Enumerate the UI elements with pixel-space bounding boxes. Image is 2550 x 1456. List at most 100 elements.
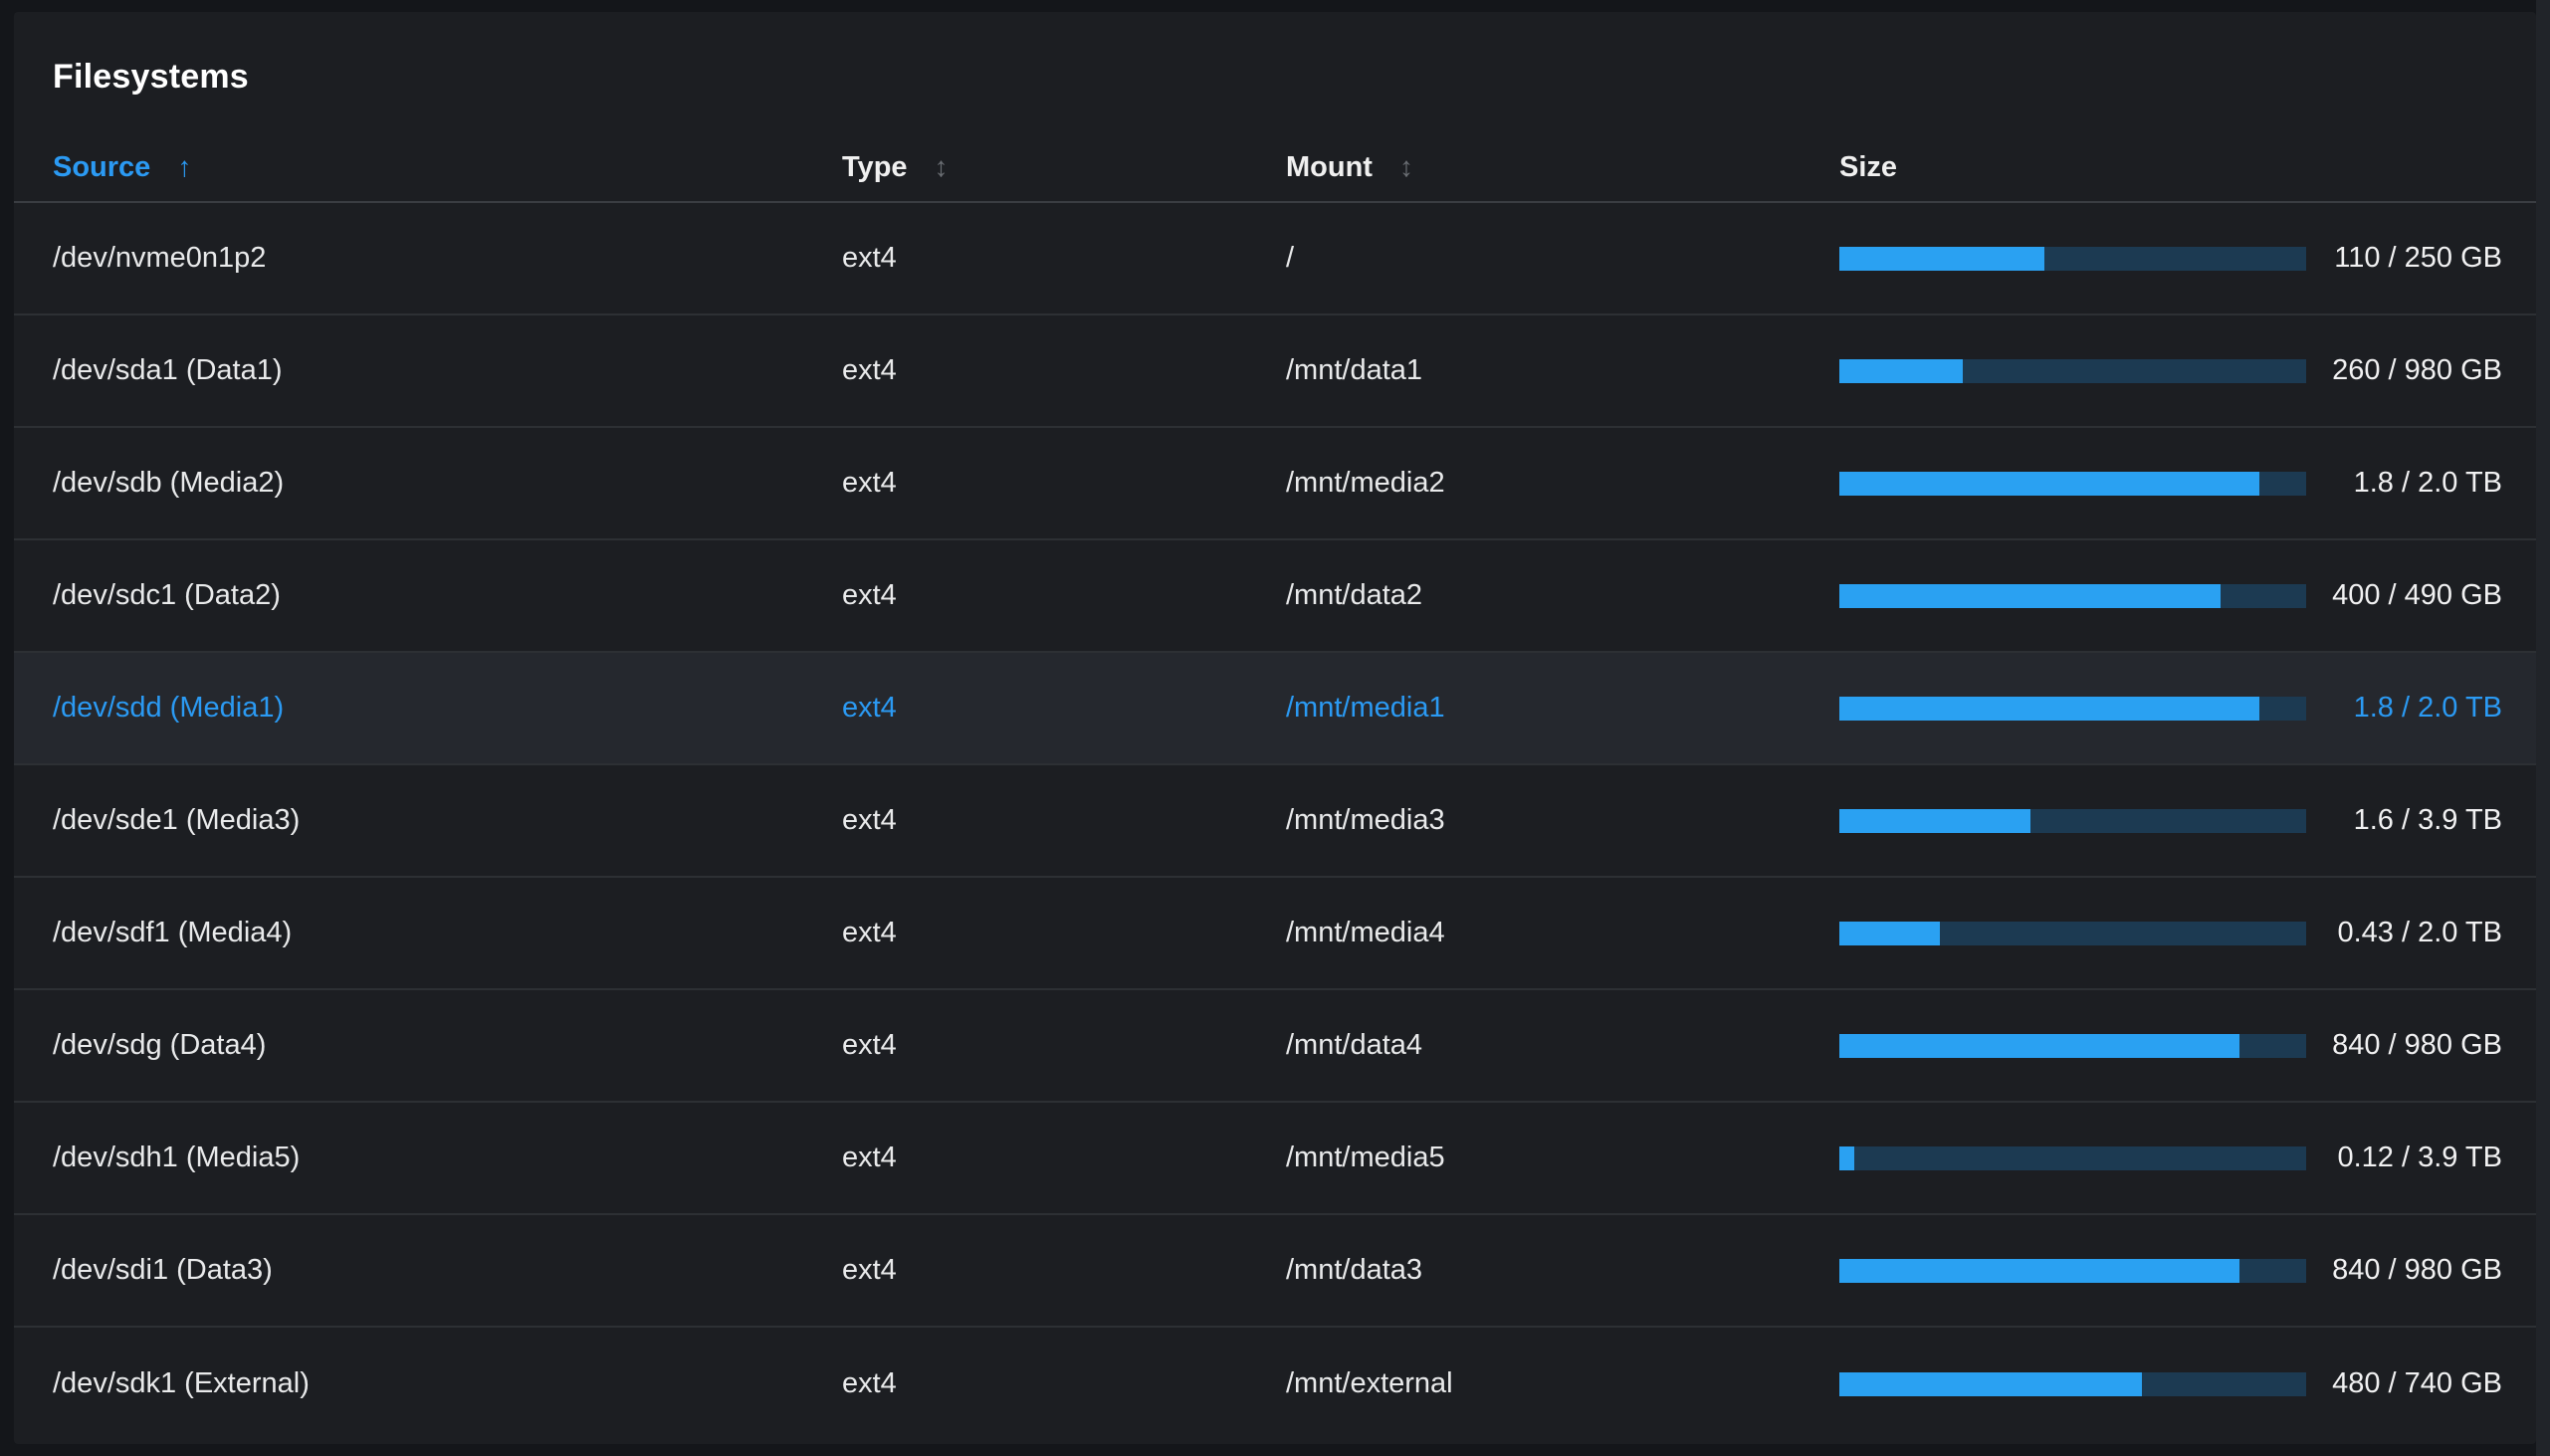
cell-mount: /mnt/media1 <box>1286 692 1445 724</box>
cell-size: 840 / 980 GB <box>1839 1029 2502 1062</box>
table-row[interactable]: /dev/sde1 (Media3) ext4 /mnt/media3 1.6 … <box>14 765 2536 878</box>
table-row[interactable]: /dev/nvme0n1p2 ext4 / 110 / 250 GB <box>14 203 2536 315</box>
size-label: 110 / 250 GB <box>2334 242 2502 274</box>
size-label: 840 / 980 GB <box>2332 1029 2502 1061</box>
usage-bar-fill <box>1839 471 2260 496</box>
usage-bar-fill <box>1839 1371 2143 1396</box>
cell-mount: /mnt/external <box>1286 1367 1453 1399</box>
usage-bar <box>1839 1371 2306 1396</box>
size-label: 480 / 740 GB <box>2332 1367 2502 1399</box>
cell-type: ext4 <box>842 692 897 724</box>
column-header-type[interactable]: Type ↕ <box>842 151 1286 184</box>
usage-bar-fill <box>1839 696 2260 721</box>
table-row[interactable]: /dev/sdi1 (Data3) ext4 /mnt/data3 840 / … <box>14 1215 2536 1328</box>
page-title: Filesystems <box>53 58 249 96</box>
cell-source: /dev/sdc1 (Data2) <box>53 579 281 611</box>
cell-mount: /mnt/media4 <box>1286 917 1445 948</box>
cell-type: ext4 <box>842 1367 897 1399</box>
usage-bar <box>1839 471 2306 496</box>
table-row[interactable]: /dev/sdb (Media2) ext4 /mnt/media2 1.8 /… <box>14 428 2536 540</box>
table-row[interactable]: /dev/sdd (Media1) ext4 /mnt/media1 1.8 /… <box>14 653 2536 765</box>
cell-size: 110 / 250 GB <box>1839 242 2502 275</box>
table-row[interactable]: /dev/sdf1 (Media4) ext4 /mnt/media4 0.43… <box>14 878 2536 990</box>
cell-mount: /mnt/media5 <box>1286 1142 1445 1173</box>
usage-bar <box>1839 1033 2306 1058</box>
usage-bar <box>1839 696 2306 721</box>
sort-both-icon: ↕ <box>934 151 949 182</box>
cell-source: /dev/sdh1 (Media5) <box>53 1142 301 1173</box>
column-header-source-label: Source <box>53 150 151 183</box>
usage-bar-fill <box>1839 808 2031 833</box>
cell-type: ext4 <box>842 467 897 499</box>
cell-size: 1.8 / 2.0 TB <box>1839 467 2502 500</box>
column-header-size: Size <box>1839 151 2502 184</box>
cell-mount: /mnt/media2 <box>1286 467 1445 499</box>
cell-mount: / <box>1286 242 1295 274</box>
cell-type: ext4 <box>842 1254 897 1286</box>
cell-mount: /mnt/data2 <box>1286 579 1423 611</box>
cell-source: /dev/sdf1 (Media4) <box>53 917 293 948</box>
cell-type: ext4 <box>842 354 897 386</box>
cell-source: /dev/sdg (Data4) <box>53 1029 267 1061</box>
usage-bar <box>1839 1145 2306 1170</box>
cell-size: 840 / 980 GB <box>1839 1254 2502 1287</box>
cell-source: /dev/sde1 (Media3) <box>53 804 301 836</box>
cell-type: ext4 <box>842 242 897 274</box>
column-header-mount[interactable]: Mount ↕ <box>1286 151 1839 184</box>
cell-source: /dev/sdi1 (Data3) <box>53 1254 273 1286</box>
usage-bar-fill <box>1839 1145 1854 1170</box>
column-header-mount-label: Mount <box>1286 150 1373 183</box>
cell-source: /dev/sdb (Media2) <box>53 467 285 499</box>
usage-bar <box>1839 1258 2306 1283</box>
usage-bar <box>1839 583 2306 608</box>
cell-size: 1.8 / 2.0 TB <box>1839 692 2502 725</box>
size-label: 0.12 / 3.9 TB <box>2337 1142 2502 1173</box>
cell-size: 400 / 490 GB <box>1839 579 2502 612</box>
cell-type: ext4 <box>842 1029 897 1061</box>
size-label: 260 / 980 GB <box>2332 354 2502 386</box>
cell-type: ext4 <box>842 1142 897 1173</box>
cell-mount: /mnt/data1 <box>1286 354 1423 386</box>
column-header-size-label: Size <box>1839 150 1898 183</box>
cell-mount: /mnt/data4 <box>1286 1029 1423 1061</box>
table-row[interactable]: /dev/sdc1 (Data2) ext4 /mnt/data2 400 / … <box>14 540 2536 653</box>
filesystems-card: Filesystems Source ↑ Type ↕ Mount ↕ Size… <box>14 12 2536 1444</box>
table-row[interactable]: /dev/sda1 (Data1) ext4 /mnt/data1 260 / … <box>14 315 2536 428</box>
usage-bar-fill <box>1839 921 1940 945</box>
usage-bar <box>1839 808 2306 833</box>
cell-type: ext4 <box>842 804 897 836</box>
cell-source: /dev/sdk1 (External) <box>53 1367 310 1399</box>
sort-both-icon: ↕ <box>1398 151 1413 182</box>
table-row[interactable]: /dev/sdk1 (External) ext4 /mnt/external … <box>14 1328 2536 1440</box>
cell-size: 480 / 740 GB <box>1839 1367 2502 1400</box>
usage-bar <box>1839 921 2306 945</box>
sort-ascending-icon: ↑ <box>177 151 192 182</box>
usage-bar <box>1839 358 2306 383</box>
table-row[interactable]: /dev/sdg (Data4) ext4 /mnt/data4 840 / 9… <box>14 990 2536 1103</box>
cell-mount: /mnt/data3 <box>1286 1254 1423 1286</box>
cell-size: 0.43 / 2.0 TB <box>1839 917 2502 949</box>
cell-type: ext4 <box>842 917 897 948</box>
usage-bar-fill <box>1839 583 2221 608</box>
size-label: 1.6 / 3.9 TB <box>2353 804 2502 836</box>
table-header-row: Source ↑ Type ↕ Mount ↕ Size <box>14 133 2536 203</box>
table-body: /dev/nvme0n1p2 ext4 / 110 / 250 GB /dev/… <box>14 203 2536 1440</box>
cell-size: 260 / 980 GB <box>1839 354 2502 387</box>
cell-source: /dev/nvme0n1p2 <box>53 242 267 274</box>
size-label: 1.8 / 2.0 TB <box>2353 692 2502 724</box>
cell-source: /dev/sdd (Media1) <box>53 692 285 724</box>
cell-source: /dev/sda1 (Data1) <box>53 354 283 386</box>
size-label: 0.43 / 2.0 TB <box>2337 917 2502 948</box>
cell-size: 0.12 / 3.9 TB <box>1839 1142 2502 1174</box>
column-header-type-label: Type <box>842 150 908 183</box>
usage-bar-fill <box>1839 246 2045 271</box>
usage-bar-fill <box>1839 358 1964 383</box>
size-label: 1.8 / 2.0 TB <box>2353 467 2502 499</box>
vertical-scrollbar-track[interactable] <box>2536 0 2550 1456</box>
cell-size: 1.6 / 3.9 TB <box>1839 804 2502 837</box>
size-label: 400 / 490 GB <box>2332 579 2502 611</box>
usage-bar <box>1839 246 2306 271</box>
column-header-source[interactable]: Source ↑ <box>53 151 842 184</box>
usage-bar-fill <box>1839 1033 2239 1058</box>
table-row[interactable]: /dev/sdh1 (Media5) ext4 /mnt/media5 0.12… <box>14 1103 2536 1215</box>
